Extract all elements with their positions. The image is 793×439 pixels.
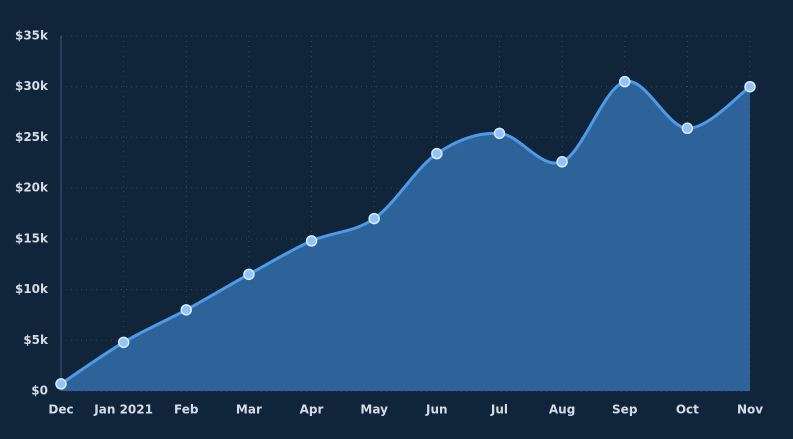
x-tick-label: Feb <box>174 403 199 417</box>
y-tick-label: $15k <box>15 231 49 245</box>
point <box>744 80 756 93</box>
x-tick-label: Nov <box>737 403 763 417</box>
point <box>618 75 631 88</box>
y-tick-label: $10k <box>15 282 49 296</box>
y-tick-label: $25k <box>15 130 49 144</box>
point <box>556 156 568 168</box>
point <box>681 122 694 135</box>
point <box>431 147 443 160</box>
point <box>305 235 318 247</box>
x-tick-label: Mar <box>236 403 262 417</box>
y-tick-label: $20k <box>15 181 49 195</box>
point <box>368 212 380 225</box>
y-tick-label: $30k <box>15 79 49 93</box>
point <box>117 336 130 349</box>
x-tick-label: May <box>360 403 388 417</box>
x-tick-label: Apr <box>300 403 324 417</box>
point <box>55 378 67 390</box>
x-tick-label: Jul <box>490 403 508 417</box>
point <box>493 127 506 140</box>
x-tick-label: Jan 2021 <box>93 403 153 417</box>
y-tick-label: $0 <box>31 384 48 398</box>
point <box>180 304 193 316</box>
x-tick-label: Aug <box>549 403 575 417</box>
x-tick-label: Oct <box>676 403 699 417</box>
y-tick-label: $35k <box>15 29 49 43</box>
x-tick-label: Dec <box>48 403 73 417</box>
area <box>61 81 750 391</box>
point <box>243 268 255 281</box>
x-tick-label: Sep <box>612 403 638 417</box>
x-tick-label: Jun <box>425 403 448 417</box>
y-tick-label: $5k <box>23 333 49 347</box>
